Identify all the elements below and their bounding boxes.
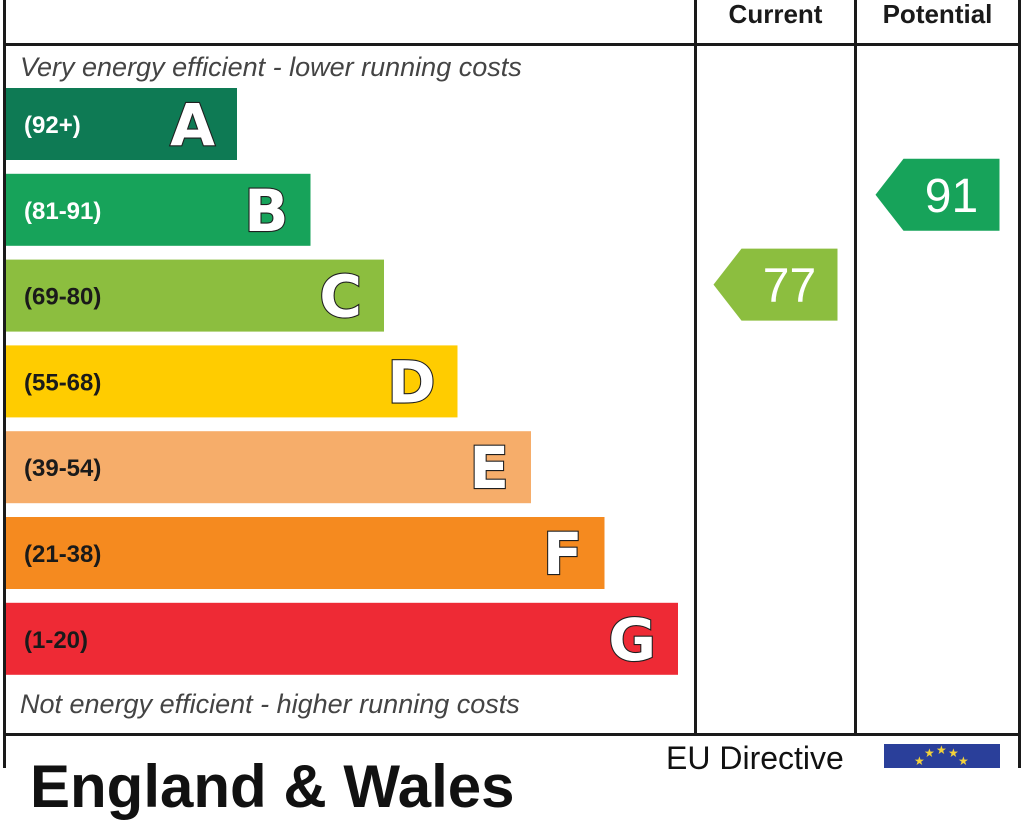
band-range-label: (1-20) bbox=[24, 627, 88, 654]
band-c: (69-80) C bbox=[6, 259, 384, 332]
band-letter-f: F bbox=[543, 520, 583, 588]
band-bar-c bbox=[6, 259, 384, 332]
potential-rating-value: 91 bbox=[925, 170, 978, 223]
band-a: (92+) A bbox=[6, 88, 237, 160]
current-column-divider bbox=[694, 0, 697, 736]
rating-chart-frame bbox=[3, 0, 1021, 768]
eu-directive-label: EU Directive bbox=[666, 740, 844, 776]
band-bar-g bbox=[6, 602, 678, 675]
footer-divider bbox=[3, 733, 1021, 736]
band-bar-f bbox=[6, 517, 605, 589]
region-label: England & Wales bbox=[30, 753, 515, 820]
band-range-label: (81-91) bbox=[24, 198, 101, 225]
current-rating-arrow-shape bbox=[713, 248, 838, 321]
band-d: (55-68) D bbox=[6, 345, 458, 417]
band-range-label: (69-80) bbox=[24, 284, 101, 311]
potential-rating-arrow: 91 bbox=[875, 158, 1000, 231]
band-letter-g: G bbox=[608, 606, 656, 674]
current-rating-arrow: 77 bbox=[713, 248, 838, 321]
header-divider bbox=[3, 43, 1021, 46]
band-bar-a bbox=[6, 88, 237, 160]
band-e: (39-54) E bbox=[6, 431, 531, 503]
band-range-label: (92+) bbox=[24, 112, 81, 139]
band-letter-a: A bbox=[170, 91, 215, 159]
inefficient-caption: Not energy efficient - higher running co… bbox=[20, 689, 520, 719]
energy-rating-chart: (92+) A (81-91) B (69-80) C (55-68) D (39-54) E (2… bbox=[6, 88, 1000, 675]
current-rating-value: 77 bbox=[763, 260, 816, 313]
band-letter-d: D bbox=[387, 348, 435, 416]
band-range-label: (21-38) bbox=[24, 541, 101, 568]
band-g: (1-20) G bbox=[6, 602, 678, 675]
band-letter-c: C bbox=[319, 263, 362, 331]
band-range-label: (55-68) bbox=[24, 369, 101, 396]
band-bar-e bbox=[6, 431, 531, 504]
band-bar-d bbox=[6, 345, 458, 418]
potential-column-divider bbox=[854, 0, 857, 736]
band-range-label: (39-54) bbox=[24, 455, 101, 482]
potential-rating-arrow-shape bbox=[875, 158, 1000, 231]
current-column-header: Current bbox=[728, 0, 823, 29]
band-letter-b: B bbox=[244, 177, 288, 245]
band-bar-b bbox=[6, 173, 311, 246]
potential-column-header: Potential bbox=[882, 0, 993, 29]
band-f: (21-38) F bbox=[6, 517, 605, 589]
eu-flag-icon: ★ ★ ★ ★ ★ bbox=[884, 744, 1000, 768]
band-letter-e: E bbox=[469, 434, 509, 502]
efficient-caption: Very energy efficient - lower running co… bbox=[20, 52, 522, 82]
band-b: (81-91) B bbox=[6, 173, 311, 246]
